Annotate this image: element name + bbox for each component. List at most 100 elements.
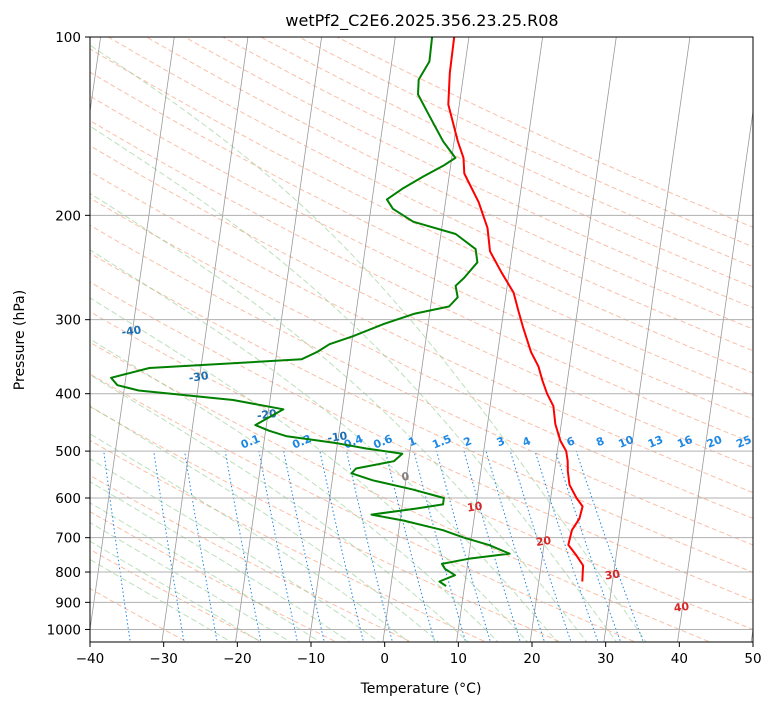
x-tick-label: 10 (450, 651, 467, 667)
isotherms (90, 37, 753, 642)
x-tick-label: −20 (223, 651, 252, 667)
moist-adiabat-line (90, 297, 529, 642)
isotherm-line (308, 37, 396, 642)
x-tick-label: 50 (744, 651, 761, 667)
mixing-ratio-label: 8 (594, 434, 606, 449)
moist-adiabat-line (90, 458, 381, 642)
plot-frame (89, 36, 754, 643)
isotherm-label: -10 (327, 429, 349, 445)
mixing-ratio-label: 25 (734, 433, 753, 451)
mixing-ratio-line (283, 451, 325, 642)
mixing-ratio-label: 13 (646, 433, 665, 451)
mixing-ratio-line (57, 451, 80, 644)
y-tick-label: 900 (55, 595, 81, 611)
isotherm-label: 30 (604, 567, 621, 582)
dry-adiabat-line (90, 252, 753, 573)
y-tick-label: 800 (55, 565, 81, 581)
mixing-ratio-line (575, 450, 644, 642)
mixing-ratio-label: 0.6 (371, 432, 394, 451)
mixing-ratio-line (463, 450, 521, 642)
isotherm-line (90, 37, 175, 633)
y-tick-label: 700 (55, 531, 81, 547)
mixing-ratio-line (103, 451, 131, 642)
x-tick-label: 0 (380, 651, 389, 667)
mixing-ratio-lines (57, 450, 644, 644)
mixing-ratio-label: 2 (462, 434, 474, 449)
dry-adiabat-line (90, 170, 753, 494)
mixing-ratio-label: 1 (406, 434, 418, 449)
x-axis-ticks: −40 −30 −20 −10 0 10 20 30 40 50 (76, 642, 762, 667)
moist-adiabat-line (90, 338, 499, 642)
moist-adiabat-line (90, 558, 233, 642)
moist-adiabat-line (90, 481, 351, 642)
mixing-ratio-line (184, 451, 218, 642)
mixing-ratio-label: 3 (495, 434, 507, 449)
mixing-ratio-line (485, 450, 546, 642)
dry-adiabat-line (90, 145, 753, 469)
plot-area: -100-90-80-70-60-50-40-30-20-10010203040… (0, 37, 775, 644)
moist-adiabat-line (90, 433, 410, 642)
dry-adiabat-line (90, 281, 753, 602)
isotherm-line (456, 37, 544, 642)
mixing-ratio-line (258, 451, 299, 642)
dry-adiabat-line (221, 37, 753, 288)
isotherm-label: -50 (54, 275, 76, 291)
mixing-ratio-label: 10 (617, 433, 636, 451)
mixing-ratio-line (384, 450, 436, 642)
isotherm-label: 0 (401, 470, 411, 484)
chart-title: wetPf2_C2E6.2025.356.23.25.R08 (285, 11, 558, 31)
temperature-profile-line (447, 37, 585, 582)
isotherm-label: -40 (121, 323, 143, 339)
x-tick-label: −40 (76, 651, 105, 667)
isotherm-label: -30 (188, 369, 210, 385)
mixing-ratio-line (555, 450, 622, 642)
isotherm-label: 20 (535, 534, 552, 549)
mixing-ratio-line (346, 450, 393, 642)
isotherm-line (161, 37, 249, 642)
moist-adiabats (90, 44, 647, 642)
x-tick-label: −30 (149, 651, 178, 667)
isotherm-label: -20 (256, 407, 278, 423)
y-tick-label: 200 (55, 208, 81, 224)
mixing-ratio-line (436, 450, 492, 642)
isotherm-line (235, 37, 323, 642)
dry-adiabat-line (90, 439, 488, 642)
y-axis-ticks: 100 200 300 400 500 600 700 800 900 1000 (47, 30, 90, 638)
pressure-grid (90, 37, 753, 630)
x-axis-label: Temperature (°C) (360, 681, 482, 697)
dry-adiabat-line (90, 373, 637, 642)
dry-adiabat-line (259, 37, 753, 268)
mixing-ratio-label: 1.5 (430, 432, 453, 451)
y-axis-label: Pressure (hPa) (12, 290, 28, 390)
sounding-profiles (110, 37, 585, 587)
dry-adiabat-line (90, 95, 753, 420)
mixing-ratio-line (224, 451, 262, 642)
y-tick-label: 400 (55, 387, 81, 403)
y-tick-label: 300 (55, 313, 81, 329)
dry-adiabat-line (90, 120, 753, 444)
dewpoint-profile-line (110, 37, 511, 587)
mixing-ratio-label: 30 (756, 433, 775, 451)
isotherm-line (529, 37, 617, 642)
isotherm-line (603, 37, 691, 642)
x-tick-label: 30 (597, 651, 614, 667)
mixing-ratio-label: 0.1 (239, 432, 262, 451)
mixing-ratio-label: 20 (705, 433, 724, 451)
mixing-ratio-label: 6 (565, 434, 577, 449)
isotherm-label: 40 (673, 600, 690, 615)
moist-adiabat-line (90, 44, 647, 642)
y-tick-label: 1000 (47, 622, 81, 638)
isotherm-line (677, 108, 753, 642)
dry-adiabat-line (90, 311, 753, 630)
mixing-ratio-line (153, 451, 185, 642)
x-tick-label: 40 (671, 651, 688, 667)
mixing-ratio-label: 16 (675, 433, 694, 451)
isotherm-label: -60 (0, 225, 9, 241)
isotherm-line (750, 626, 753, 642)
mixing-ratio-line (319, 450, 365, 642)
y-tick-label: 100 (55, 30, 81, 46)
x-tick-label: −10 (297, 651, 326, 667)
y-tick-label: 600 (55, 491, 81, 507)
dry-adiabat-line (145, 37, 753, 330)
